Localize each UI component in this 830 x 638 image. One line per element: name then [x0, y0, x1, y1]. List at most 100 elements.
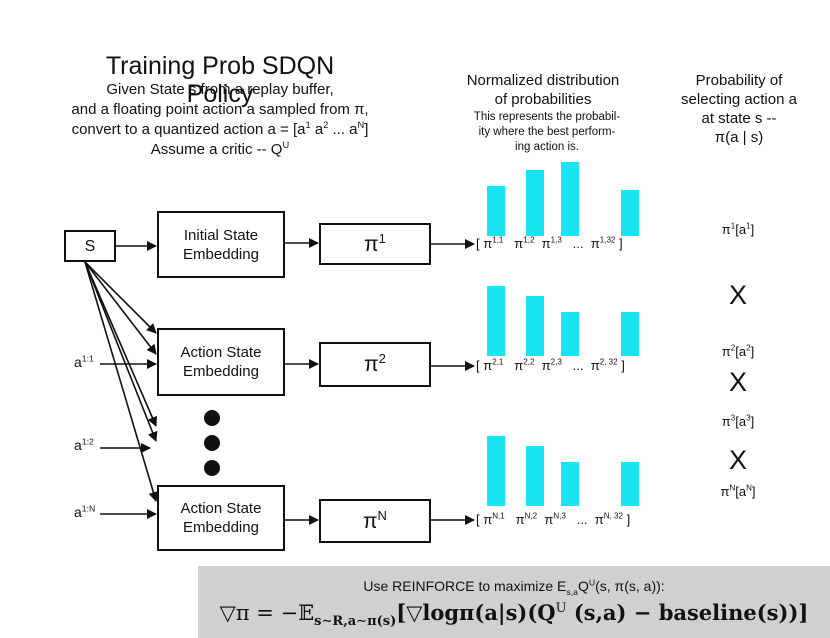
header-line: Probability of: [695, 72, 783, 89]
text: 2,3: [550, 357, 562, 367]
arrow-s-to-actionN: [84, 261, 159, 502]
policy-box-1: π1: [319, 223, 431, 265]
text: U: [555, 601, 567, 616]
arrow-s-to-action2-a: [84, 261, 157, 334]
text: [: [476, 236, 484, 251]
distribution-bar: [526, 446, 544, 506]
description-line: Assume a critic -- QU: [40, 140, 400, 160]
reinforce-caption: Use REINFORCE to maximize Es,aQU(s, π(s,…: [198, 578, 830, 597]
text: 2: [746, 343, 751, 353]
distribution-bar: [526, 296, 544, 356]
text: π: [721, 222, 731, 237]
text: 3: [730, 413, 736, 423]
distribution-bar: [487, 436, 505, 506]
state-box: S: [64, 230, 116, 262]
text: π: [515, 512, 525, 527]
multiply-symbol: X: [728, 367, 747, 397]
probability-header: Probability of selecting action a at sta…: [664, 71, 814, 147]
ellipsis-dot: [204, 410, 220, 426]
text: π: [514, 358, 524, 373]
text: π: [541, 358, 551, 373]
text: 1,2: [523, 235, 535, 245]
text: 2, 32: [599, 357, 618, 367]
text: [a: [735, 344, 747, 359]
text: 3: [746, 413, 751, 423]
text: ]: [623, 512, 631, 527]
text: a: [310, 121, 324, 138]
description-line: convert to a quantized action a = [a1 a2…: [40, 120, 400, 140]
text: s,a: [566, 586, 578, 597]
box-label: Action State: [180, 344, 262, 361]
text: U: [282, 140, 290, 150]
text: [a: [735, 414, 747, 429]
distribution-header: Normalized distribution of probabilities: [448, 71, 638, 109]
text: ▽π = −𝔼: [219, 601, 315, 625]
text: ]: [750, 344, 755, 359]
text: 1:2: [81, 436, 94, 447]
text: s∼R,a∼π(s): [314, 614, 397, 630]
arrow-s-to-action2-b: [84, 261, 157, 355]
text: [: [476, 358, 484, 373]
header-line: at state s --: [701, 110, 777, 127]
box-label: Embedding: [183, 363, 259, 380]
reinforce-formula: ▽π = −𝔼s∼R,a∼π(s)[▽logπ(a|s)(QU (s,a) − …: [198, 600, 830, 628]
distribution-vector-n: [ πN,1 πN,2 πN,3 ... πN, 32 ]: [476, 512, 630, 527]
description-line: and a floating point action a sampled fr…: [71, 101, 369, 118]
distribution-vector-2: [ π2,1 π2,2 π2,3 ... π2, 32 ]: [476, 358, 625, 373]
text: N: [729, 483, 736, 493]
text: π: [483, 236, 493, 251]
text: ...: [576, 512, 588, 527]
text: π: [594, 512, 604, 527]
text: π: [364, 353, 379, 376]
note-line: ity where the best perform-: [478, 126, 616, 138]
diagram-title: Training Prob SDQN Policy: [105, 52, 335, 108]
text: 2: [323, 120, 329, 130]
policy-box-n: πN: [319, 499, 431, 543]
text: N, 32: [603, 511, 623, 521]
header-line: Normalized distribution: [466, 72, 620, 89]
text: N: [357, 120, 365, 130]
action-state-embedding-box-2: Action State Embedding: [157, 328, 285, 396]
text: N,1: [492, 511, 505, 521]
text: π: [364, 232, 379, 256]
text: π: [363, 509, 378, 533]
text: N,3: [553, 511, 566, 521]
text: [a: [735, 222, 747, 237]
text: π: [721, 344, 731, 359]
text: ...: [572, 236, 584, 251]
distribution-bar: [487, 186, 505, 236]
distribution-bar: [621, 190, 639, 236]
diagram-description: Given State s from a replay buffer, and …: [40, 80, 400, 160]
text: π: [483, 358, 493, 373]
text: 1,3: [550, 235, 562, 245]
probability-term-2: π2[a2]: [698, 344, 778, 359]
action-input-label-2: a1:2: [74, 437, 94, 453]
initial-state-embedding-box: Initial State Embedding: [157, 211, 285, 278]
header-line: π(a | s): [714, 129, 764, 146]
text: π: [590, 358, 600, 373]
reinforce-banner: [198, 566, 830, 638]
description-line: Given State s from a replay buffer,: [106, 81, 334, 98]
text: [▽logπ(a|s)(Q: [396, 600, 556, 625]
text: ]: [615, 236, 623, 251]
text: 2: [730, 343, 736, 353]
distribution-bar: [621, 312, 639, 356]
text: a: [74, 354, 82, 370]
text: π: [541, 236, 551, 251]
header-line: of probabilities: [494, 91, 592, 108]
box-label: Initial State: [183, 226, 259, 244]
distribution-bar: [561, 312, 579, 356]
text: 2: [378, 351, 386, 366]
text: [: [476, 512, 484, 527]
multiply-symbol: X: [728, 445, 747, 475]
text: 1,1: [492, 235, 504, 245]
distribution-bar: [526, 170, 544, 236]
action-input-label-1: a1:1: [74, 354, 94, 370]
text: 1: [746, 221, 751, 231]
text: π: [483, 512, 493, 527]
text: [a: [735, 484, 747, 499]
box-label: Embedding: [183, 245, 259, 263]
distribution-bar: [561, 462, 579, 506]
multiply-symbol: X: [728, 280, 747, 310]
